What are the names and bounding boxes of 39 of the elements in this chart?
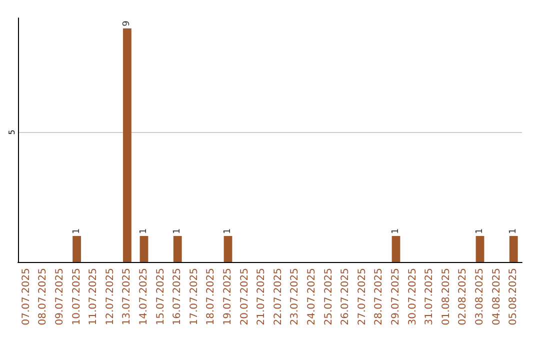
x-tick-label: 15.07.2025 [155,268,166,326]
x-tick-label: 24.07.2025 [306,268,318,326]
x-tick-label: 05.08.2025 [508,268,520,326]
x-tick-label: 04.08.2025 [491,268,502,326]
data-label: 1 [223,228,233,234]
x-tick-label: 01.08.2025 [440,268,452,326]
data-label: 9 [122,20,132,26]
x-tick-label: 27.07.2025 [356,268,368,326]
x-tick-label: 09.07.2025 [54,268,66,326]
x-tick-label: 20.07.2025 [239,268,250,326]
x-tick-label: 03.08.2025 [474,268,486,326]
data-label: 1 [139,228,149,234]
x-tick-label: 14.07.2025 [138,268,150,326]
x-tick-label: 25.07.2025 [323,268,334,326]
x-tick-label: 10.07.2025 [71,268,82,326]
x-tick-label: 18.07.2025 [206,268,217,326]
data-label: 1 [172,228,183,234]
data-label: 1 [475,228,485,234]
x-tick-label: 28.07.2025 [374,268,385,326]
x-tick-label: 11.07.2025 [88,268,100,326]
x-tick-label: 30.07.2025 [407,268,418,326]
data-label: 1 [72,228,82,234]
x-tick-label: 07.07.2025 [20,268,32,326]
x-tick-label: 12.07.2025 [104,268,116,326]
x-tick-label: 21.07.2025 [256,268,268,326]
x-tick-label: 13.07.2025 [122,268,133,326]
x-tick-label: 02.08.2025 [458,268,469,326]
x-tick-label: 16.07.2025 [172,268,184,326]
x-tick-label: 23.07.2025 [290,268,301,326]
x-tick-label: 31.07.2025 [424,268,436,326]
x-tick-label: 08.07.2025 [38,268,49,326]
x-tick-label: 29.07.2025 [390,268,402,326]
x-tick-label: 22.07.2025 [272,268,284,326]
data-label: 1 [508,228,519,234]
x-tick-label: 17.07.2025 [188,268,200,326]
x-tick-label: 26.07.2025 [340,268,352,326]
x-tick-label: 19.07.2025 [222,268,234,326]
data-label: 1 [391,228,401,234]
y-tick-label: 5 [8,130,16,135]
